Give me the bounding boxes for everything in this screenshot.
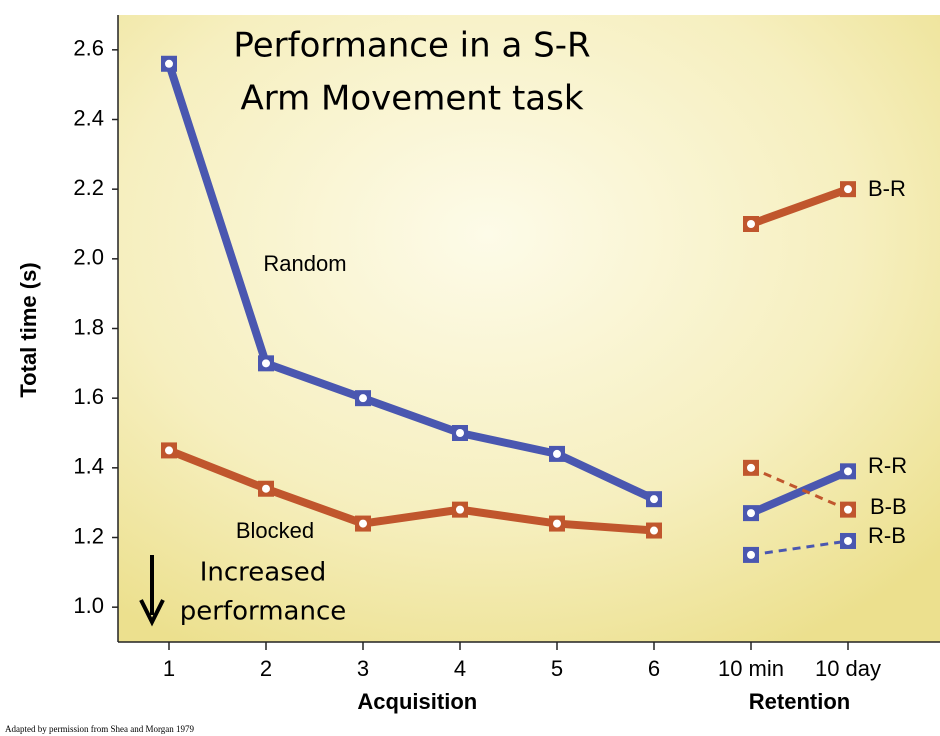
x-tick-label: 2 bbox=[260, 656, 272, 681]
point-center bbox=[844, 536, 852, 545]
y-tick-label: 2.6 bbox=[73, 36, 104, 61]
series-label: R-R bbox=[868, 453, 907, 478]
y-tick-label: 1.6 bbox=[73, 384, 104, 409]
point-center bbox=[747, 220, 755, 228]
point-center bbox=[456, 429, 464, 437]
series-label: R-B bbox=[868, 523, 906, 548]
annotation: performance bbox=[180, 597, 347, 627]
footnote: Adapted by permission from Shea and Morg… bbox=[5, 724, 195, 734]
y-tick-label: 2.2 bbox=[73, 175, 104, 200]
series-line bbox=[165, 62, 656, 503]
y-tick-label: 2.0 bbox=[73, 245, 104, 270]
x-tick-label: 6 bbox=[648, 656, 660, 681]
series-label: B-B bbox=[870, 494, 907, 519]
x-group-label: Acquisition bbox=[357, 689, 477, 714]
x-tick-label: 4 bbox=[454, 656, 466, 681]
x-tick-label: 5 bbox=[551, 656, 563, 681]
series-label: B-R bbox=[868, 176, 906, 201]
y-tick-label: 2.4 bbox=[73, 105, 104, 130]
series-line bbox=[749, 185, 850, 228]
y-tick-label: 1.4 bbox=[73, 454, 104, 479]
point-center bbox=[553, 449, 561, 458]
point-center bbox=[844, 467, 852, 476]
point-center bbox=[262, 484, 270, 493]
point-center bbox=[165, 59, 173, 68]
y-tick-label: 1.0 bbox=[73, 593, 104, 618]
y-tick-label: 1.8 bbox=[73, 314, 104, 339]
series-line bbox=[750, 539, 849, 557]
series-line bbox=[750, 466, 849, 512]
series-line bbox=[749, 467, 850, 517]
point-center bbox=[553, 519, 561, 528]
point-center bbox=[747, 550, 755, 559]
arrow-head bbox=[139, 599, 165, 627]
point-center bbox=[456, 505, 464, 514]
point-center bbox=[747, 463, 755, 472]
series-label: Random bbox=[263, 251, 346, 276]
series-line bbox=[167, 446, 655, 535]
x-tick-label: 10 day bbox=[815, 656, 881, 681]
title: Performance in a S-R bbox=[233, 26, 590, 66]
point-center bbox=[359, 394, 367, 403]
y-axis-label: Total time (s) bbox=[16, 262, 41, 397]
point-center bbox=[359, 519, 367, 528]
point-center bbox=[262, 359, 270, 368]
point-center bbox=[650, 495, 658, 504]
x-tick-label: 10 min bbox=[718, 656, 784, 681]
point-center bbox=[747, 509, 755, 518]
point-center bbox=[165, 446, 173, 455]
annotation: Increased bbox=[200, 558, 327, 588]
series-label: Blocked bbox=[236, 518, 314, 543]
point-center bbox=[650, 526, 658, 535]
title: Arm Movement task bbox=[240, 79, 583, 119]
x-tick-label: 3 bbox=[357, 656, 369, 681]
y-tick-label: 1.2 bbox=[73, 523, 104, 548]
x-group-label: Retention bbox=[749, 689, 850, 714]
x-tick-label: 1 bbox=[163, 656, 175, 681]
point-center bbox=[844, 185, 852, 194]
point-center bbox=[844, 505, 852, 514]
